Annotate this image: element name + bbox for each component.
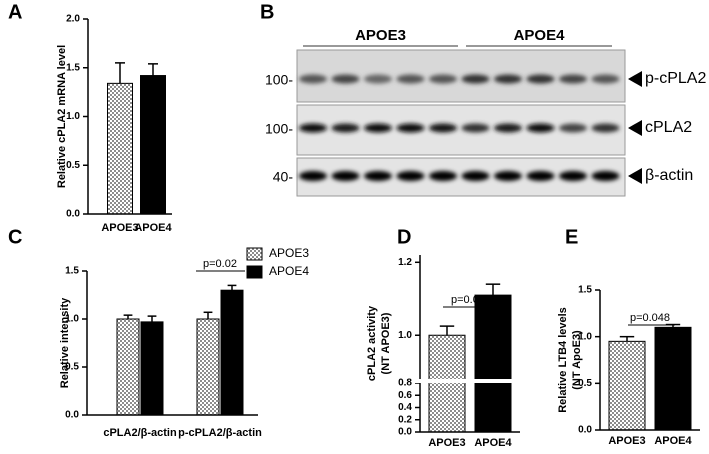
- bar: [220, 289, 244, 416]
- blot-band: [299, 171, 327, 181]
- blot-band: [461, 74, 490, 84]
- blot-band: [429, 123, 457, 133]
- blot-band: [299, 74, 327, 84]
- y-tick-label: 0.0: [65, 410, 79, 421]
- panel-letter: C: [8, 226, 22, 248]
- blot-band: [331, 171, 360, 181]
- y-tick-label: 1.0: [398, 330, 412, 341]
- blot-band: [591, 171, 620, 181]
- blot-band: [494, 171, 522, 181]
- legend-swatch: [246, 247, 263, 261]
- blot-band: [364, 123, 392, 133]
- group-label: APOE4: [514, 27, 566, 44]
- x-tick-label: APOE4: [654, 435, 692, 447]
- y-tick-label: 1.2: [398, 257, 412, 268]
- mw-marker: 100-: [265, 121, 293, 137]
- blot-band: [494, 123, 522, 133]
- legend-label: APOE3: [269, 246, 309, 260]
- blot-band: [526, 74, 555, 84]
- bar: [608, 340, 646, 431]
- x-tick-label: APOE3: [428, 437, 465, 449]
- y-tick-label: 0.8: [398, 378, 412, 389]
- x-tick-label: p-cPLA2/β-actin: [178, 427, 262, 439]
- blot-band: [461, 171, 490, 181]
- bar: [474, 294, 512, 433]
- bar: [116, 318, 140, 416]
- y-tick-label: 0.5: [66, 160, 80, 171]
- y-tick-label: 0.0: [398, 427, 412, 438]
- bar: [196, 318, 220, 416]
- y-tick-label: 0.2: [398, 414, 412, 425]
- blot-band: [396, 171, 425, 181]
- y-axis-label: (NT APOE3): [380, 312, 392, 374]
- y-tick-label: 2.0: [66, 14, 80, 25]
- blot-band: [331, 74, 360, 84]
- y-axis-label: Relative LTB4 levels: [557, 307, 569, 413]
- y-tick-label: 0.4: [398, 402, 412, 413]
- blot-band: [331, 123, 360, 133]
- y-tick-label: 1.5: [66, 62, 80, 73]
- blot-band: [559, 171, 587, 181]
- y-tick-label: 1.5: [65, 266, 79, 277]
- bar: [140, 321, 164, 416]
- y-axis-label: Relative cPLA2 mRNA level: [56, 45, 68, 188]
- blot-band: [526, 123, 555, 133]
- panel-letter: D: [397, 226, 411, 248]
- blot-band: [559, 74, 587, 84]
- blot-band: [429, 74, 457, 84]
- y-axis-label: Relative intensity: [59, 297, 71, 388]
- arrowhead: [628, 120, 642, 136]
- mw-marker: 40-: [273, 169, 294, 185]
- blot-band: [591, 123, 620, 133]
- band-label: cPLA2: [645, 119, 692, 136]
- y-tick-label: 0.5: [65, 362, 79, 373]
- band-label: β-actin: [645, 167, 693, 184]
- y-tick-label: 1.0: [578, 331, 592, 342]
- blot-band: [526, 171, 555, 181]
- arrowhead: [628, 71, 642, 87]
- legend-label: APOE4: [269, 264, 309, 278]
- y-tick-label: 1.5: [578, 285, 592, 296]
- blot-band: [396, 74, 425, 84]
- y-tick-label: 0.0: [66, 209, 80, 220]
- y-tick-label: 0.0: [578, 425, 592, 436]
- x-tick-label: cPLA2/β-actin: [103, 427, 177, 439]
- p-value: p=0.048: [630, 312, 670, 324]
- bar: [654, 326, 692, 431]
- y-tick-label: 0.6: [398, 390, 412, 401]
- p-value: p=0.02: [203, 258, 237, 270]
- panel-letter: A: [8, 1, 22, 23]
- bar: [107, 82, 133, 215]
- x-tick-label: APOE4: [474, 437, 512, 449]
- axis-break: [412, 379, 520, 383]
- p-value: p=0.03: [451, 294, 485, 306]
- mw-marker: 100-: [265, 72, 293, 88]
- blot-band: [494, 74, 522, 84]
- blot-band: [429, 171, 457, 181]
- arrowhead: [628, 168, 642, 184]
- y-axis-label: cPLA2 activity: [366, 305, 378, 381]
- blot-band: [364, 171, 392, 181]
- group-label: APOE3: [355, 27, 406, 44]
- panel-letter: B: [260, 1, 274, 23]
- y-tick-label: 1.0: [66, 111, 80, 122]
- blot-band: [559, 123, 587, 133]
- blot-band: [461, 123, 490, 133]
- blot-band: [396, 123, 425, 133]
- y-tick-label: 1.0: [65, 314, 79, 325]
- legend-swatch: [246, 265, 263, 279]
- y-tick-label: 0.5: [578, 378, 592, 389]
- blot-band: [364, 74, 392, 84]
- panel-letter: E: [565, 226, 578, 248]
- bar: [140, 75, 166, 215]
- band-label: p-cPLA2: [645, 70, 706, 87]
- x-tick-label: APOE3: [101, 222, 138, 234]
- blot-band: [591, 74, 620, 84]
- bar: [428, 334, 466, 433]
- x-tick-label: APOE4: [134, 222, 172, 234]
- blot-band: [299, 123, 327, 133]
- x-tick-label: APOE3: [608, 435, 645, 447]
- y-axis-label: (NT ApoE3): [571, 330, 583, 390]
